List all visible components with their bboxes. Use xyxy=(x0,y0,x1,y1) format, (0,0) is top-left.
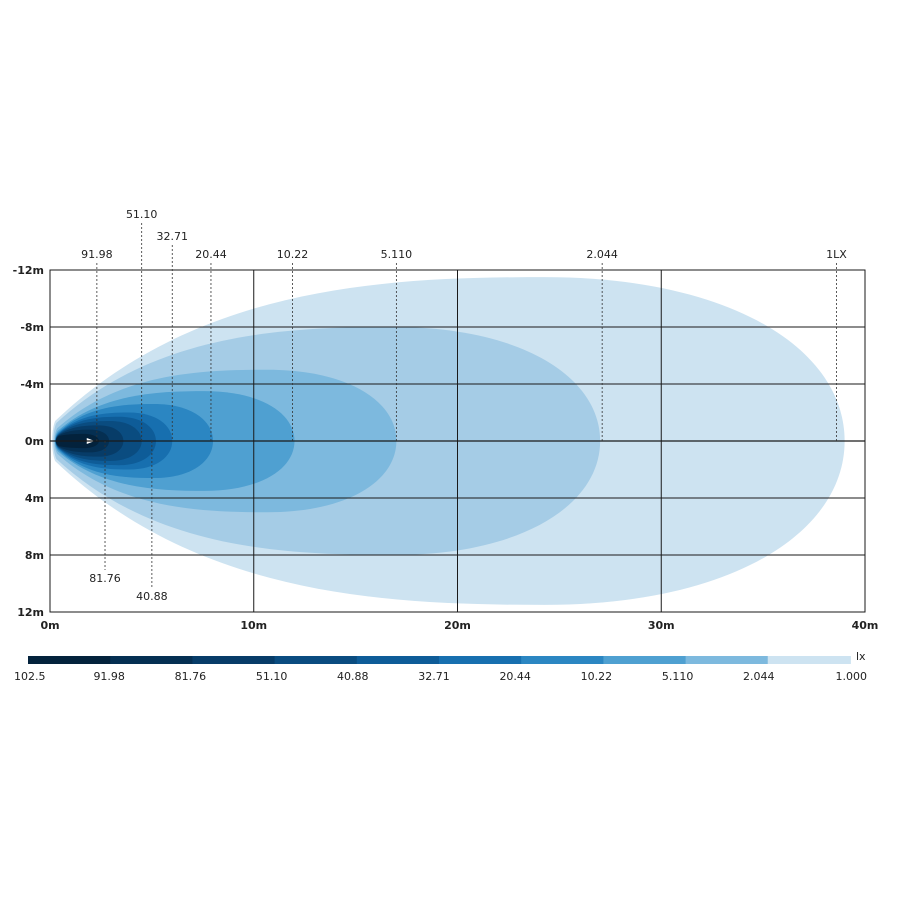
legend-label: 51.10 xyxy=(256,670,288,683)
legend-swatch xyxy=(521,656,604,664)
x-tick-label: 40m xyxy=(852,619,879,632)
axes: 0m 10m 20m 30m 40m -12m -8m -4m 0m 4m 8m 12m xyxy=(13,264,879,632)
contour-marker-label: 10.22 xyxy=(277,248,309,261)
legend-label: 91.98 xyxy=(93,670,125,683)
contour-marker-label: 91.98 xyxy=(81,248,113,261)
x-tick-label: 20m xyxy=(444,619,471,632)
contour-marker-label: 51.10 xyxy=(126,208,158,221)
x-tick-label: 0m xyxy=(40,619,59,632)
contour-marker-label: 32.71 xyxy=(157,230,189,243)
contour-markers: 91.98 51.10 32.71 20.44 10.22 5.110 2.044 1LX 81… xyxy=(81,208,847,603)
legend-swatch xyxy=(767,656,850,664)
legend-label: 40.88 xyxy=(337,670,369,683)
legend-label: 5.110 xyxy=(662,670,694,683)
legend-swatch xyxy=(685,656,769,664)
y-tick-label: -4m xyxy=(20,378,44,391)
y-tick-label: 4m xyxy=(25,492,44,505)
legend-label: 10.22 xyxy=(581,670,613,683)
legend-label: 32.71 xyxy=(418,670,450,683)
legend-label: 2.044 xyxy=(743,670,775,683)
legend-label: 20.44 xyxy=(499,670,531,683)
legend-swatch xyxy=(192,656,276,664)
legend-label: 102.5 xyxy=(14,670,46,683)
x-tick-label: 10m xyxy=(240,619,267,632)
legend-swatch xyxy=(28,656,111,664)
contour-marker-label: 1LX xyxy=(826,248,847,261)
legend-swatch xyxy=(603,656,687,664)
contour-marker-label: 40.88 xyxy=(136,590,168,603)
legend-swatch xyxy=(356,656,440,664)
y-tick-label: 0m xyxy=(25,435,44,448)
legend-unit: lx xyxy=(856,650,866,663)
legend-label: 81.76 xyxy=(175,670,207,683)
contour-marker-label: 2.044 xyxy=(586,248,618,261)
contour-marker-label: 81.76 xyxy=(89,572,121,585)
legend-swatch xyxy=(439,656,522,664)
legend-swatch xyxy=(110,656,193,664)
x-tick-label: 30m xyxy=(648,619,675,632)
y-tick-label: -12m xyxy=(13,264,44,277)
contour-marker-label: 5.110 xyxy=(381,248,413,261)
y-tick-label: 8m xyxy=(25,549,44,562)
legend-label: 1.000 xyxy=(836,670,868,683)
y-tick-label: -8m xyxy=(20,321,44,334)
legend: 102.5 91.98 81.76 51.10 40.88 32.71 20.44 10.22… xyxy=(14,650,867,683)
contour-marker-label: 20.44 xyxy=(195,248,227,261)
grid-lines xyxy=(49,269,866,613)
legend-swatch xyxy=(274,656,358,664)
y-tick-label: 12m xyxy=(17,606,44,619)
